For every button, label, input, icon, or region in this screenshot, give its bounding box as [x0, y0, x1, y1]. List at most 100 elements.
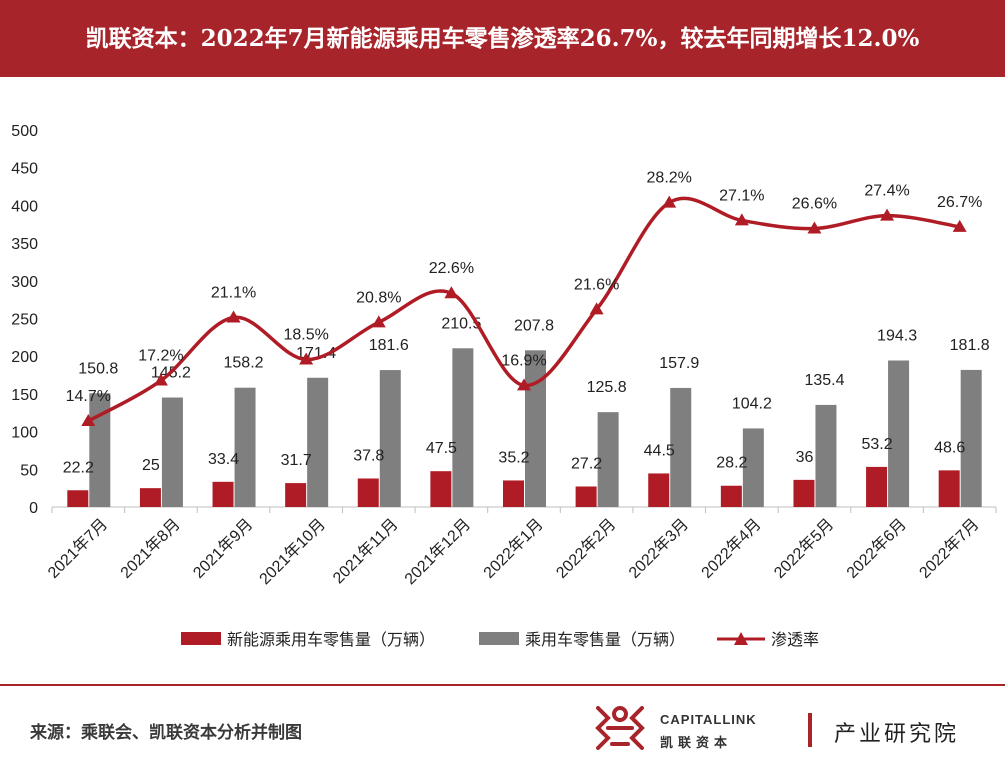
- bar-total: [597, 412, 619, 507]
- data-label-total: 194.3: [877, 327, 917, 344]
- x-tick-label: 2021年8月: [117, 515, 184, 582]
- y-tick-label: 400: [11, 198, 38, 215]
- data-label-penetration: 17.2%: [138, 348, 183, 365]
- bar-total: [379, 370, 401, 507]
- bar-nev: [938, 470, 960, 507]
- data-label-penetration: 28.2%: [647, 170, 692, 187]
- bar-total: [888, 360, 910, 507]
- data-label-nev: 35.2: [498, 449, 529, 466]
- data-label-penetration: 27.1%: [719, 187, 764, 204]
- bar-nev: [866, 466, 888, 507]
- x-tick-label: 2022年2月: [553, 515, 620, 582]
- legend-marker-penetration: [734, 632, 748, 645]
- data-label-nev: 25: [142, 457, 160, 474]
- penetration-marker: [880, 208, 895, 221]
- data-label-nev: 27.2: [571, 455, 602, 472]
- penetration-marker: [952, 219, 967, 232]
- bar-nev: [430, 471, 452, 507]
- data-label-penetration: 16.9%: [501, 352, 546, 369]
- data-label-total: 125.8: [587, 379, 627, 396]
- x-tick-label: 2021年12月: [401, 515, 474, 588]
- bar-nev: [357, 478, 379, 507]
- data-label-nev: 28.2: [716, 455, 747, 472]
- data-label-total: 158.2: [224, 355, 264, 372]
- legend-label-total: 乘用车零售量（万辆）: [525, 631, 685, 649]
- bar-nev: [139, 488, 161, 507]
- x-tick-label: 2022年6月: [843, 515, 910, 582]
- bar-total: [960, 369, 982, 507]
- data-label-nev: 36: [796, 449, 814, 466]
- penetration-marker: [589, 302, 604, 315]
- capitallink-logo-icon: [595, 706, 645, 750]
- penetration-marker: [734, 213, 749, 226]
- data-label-nev: 31.7: [281, 452, 312, 469]
- title-banner: [0, 0, 1005, 77]
- bar-total: [670, 387, 692, 507]
- legend-label-nev: 新能源乘用车零售量（万辆）: [227, 631, 435, 649]
- penetration-marker: [299, 352, 314, 365]
- data-label-nev: 37.8: [353, 447, 384, 464]
- x-tick-label: 2022年1月: [480, 515, 547, 582]
- x-tick-label: 2021年7月: [44, 515, 111, 582]
- y-tick-label: 300: [11, 274, 38, 291]
- bar-nev: [285, 483, 307, 507]
- data-label-nev: 33.4: [208, 451, 239, 468]
- data-label-total: 157.9: [659, 355, 699, 372]
- data-label-nev: 22.2: [63, 459, 94, 476]
- penetration-marker: [444, 286, 459, 299]
- source-note: 来源：乘联会、凯联资本分析并制图: [30, 723, 302, 743]
- y-tick-label: 250: [11, 312, 38, 329]
- data-label-total: 207.8: [514, 317, 554, 334]
- brand-name-en: CAPITALLINK: [660, 712, 757, 727]
- x-tick-label: 2022年5月: [770, 515, 837, 582]
- penetration-marker: [807, 221, 822, 234]
- data-label-penetration: 20.8%: [356, 289, 401, 306]
- bar-nev: [648, 473, 670, 507]
- data-label-penetration: 18.5%: [283, 327, 328, 344]
- penetration-marker: [517, 378, 531, 391]
- y-tick-label: 350: [11, 236, 38, 253]
- bar-total: [815, 404, 837, 507]
- bar-nev: [212, 481, 234, 507]
- bar-nev: [67, 490, 89, 507]
- penetration-marker: [226, 310, 241, 323]
- bar-nev: [720, 485, 742, 507]
- brand-name-cn: 凯联资本: [660, 736, 733, 751]
- bar-total: [452, 348, 474, 507]
- x-tick-label: 2022年7月: [916, 515, 983, 582]
- data-label-nev: 53.2: [862, 436, 893, 453]
- data-label-penetration: 21.6%: [574, 276, 619, 293]
- data-label-penetration: 27.4%: [864, 183, 909, 200]
- y-tick-label: 100: [11, 425, 38, 442]
- data-label-penetration: 26.6%: [792, 196, 837, 213]
- bar-total: [742, 428, 764, 507]
- data-label-nev: 48.6: [934, 439, 965, 456]
- data-label-nev: 47.5: [426, 440, 457, 457]
- x-tick-label: 2022年4月: [698, 515, 765, 582]
- y-tick-label: 200: [11, 349, 38, 366]
- bar-total: [234, 387, 256, 507]
- bar-nev: [793, 479, 815, 507]
- y-tick-label: 450: [11, 161, 38, 178]
- legend-swatch-total: [479, 632, 519, 645]
- research-institute-label: 产业研究院: [834, 722, 960, 747]
- x-tick-label: 2022年3月: [625, 515, 692, 582]
- data-label-total: 104.2: [732, 395, 772, 412]
- bar-total: [525, 350, 546, 507]
- bar-total: [89, 393, 111, 507]
- footer-divider: [0, 684, 1005, 686]
- penetration-marker: [662, 195, 677, 208]
- legend-swatch-nev: [181, 632, 221, 645]
- data-label-penetration: 21.1%: [211, 284, 256, 301]
- bar-nev: [575, 486, 597, 507]
- bar-total: [307, 377, 329, 507]
- data-label-penetration: 26.7%: [937, 194, 982, 211]
- legend-label-penetration: 渗透率: [771, 631, 819, 649]
- y-tick-label: 0: [29, 500, 38, 517]
- penetration-marker: [371, 315, 386, 328]
- x-tick-label: 2021年9月: [190, 515, 257, 582]
- y-tick-label: 500: [11, 123, 38, 140]
- data-label-total: 210.5: [441, 315, 481, 332]
- data-label-total: 181.8: [950, 337, 990, 354]
